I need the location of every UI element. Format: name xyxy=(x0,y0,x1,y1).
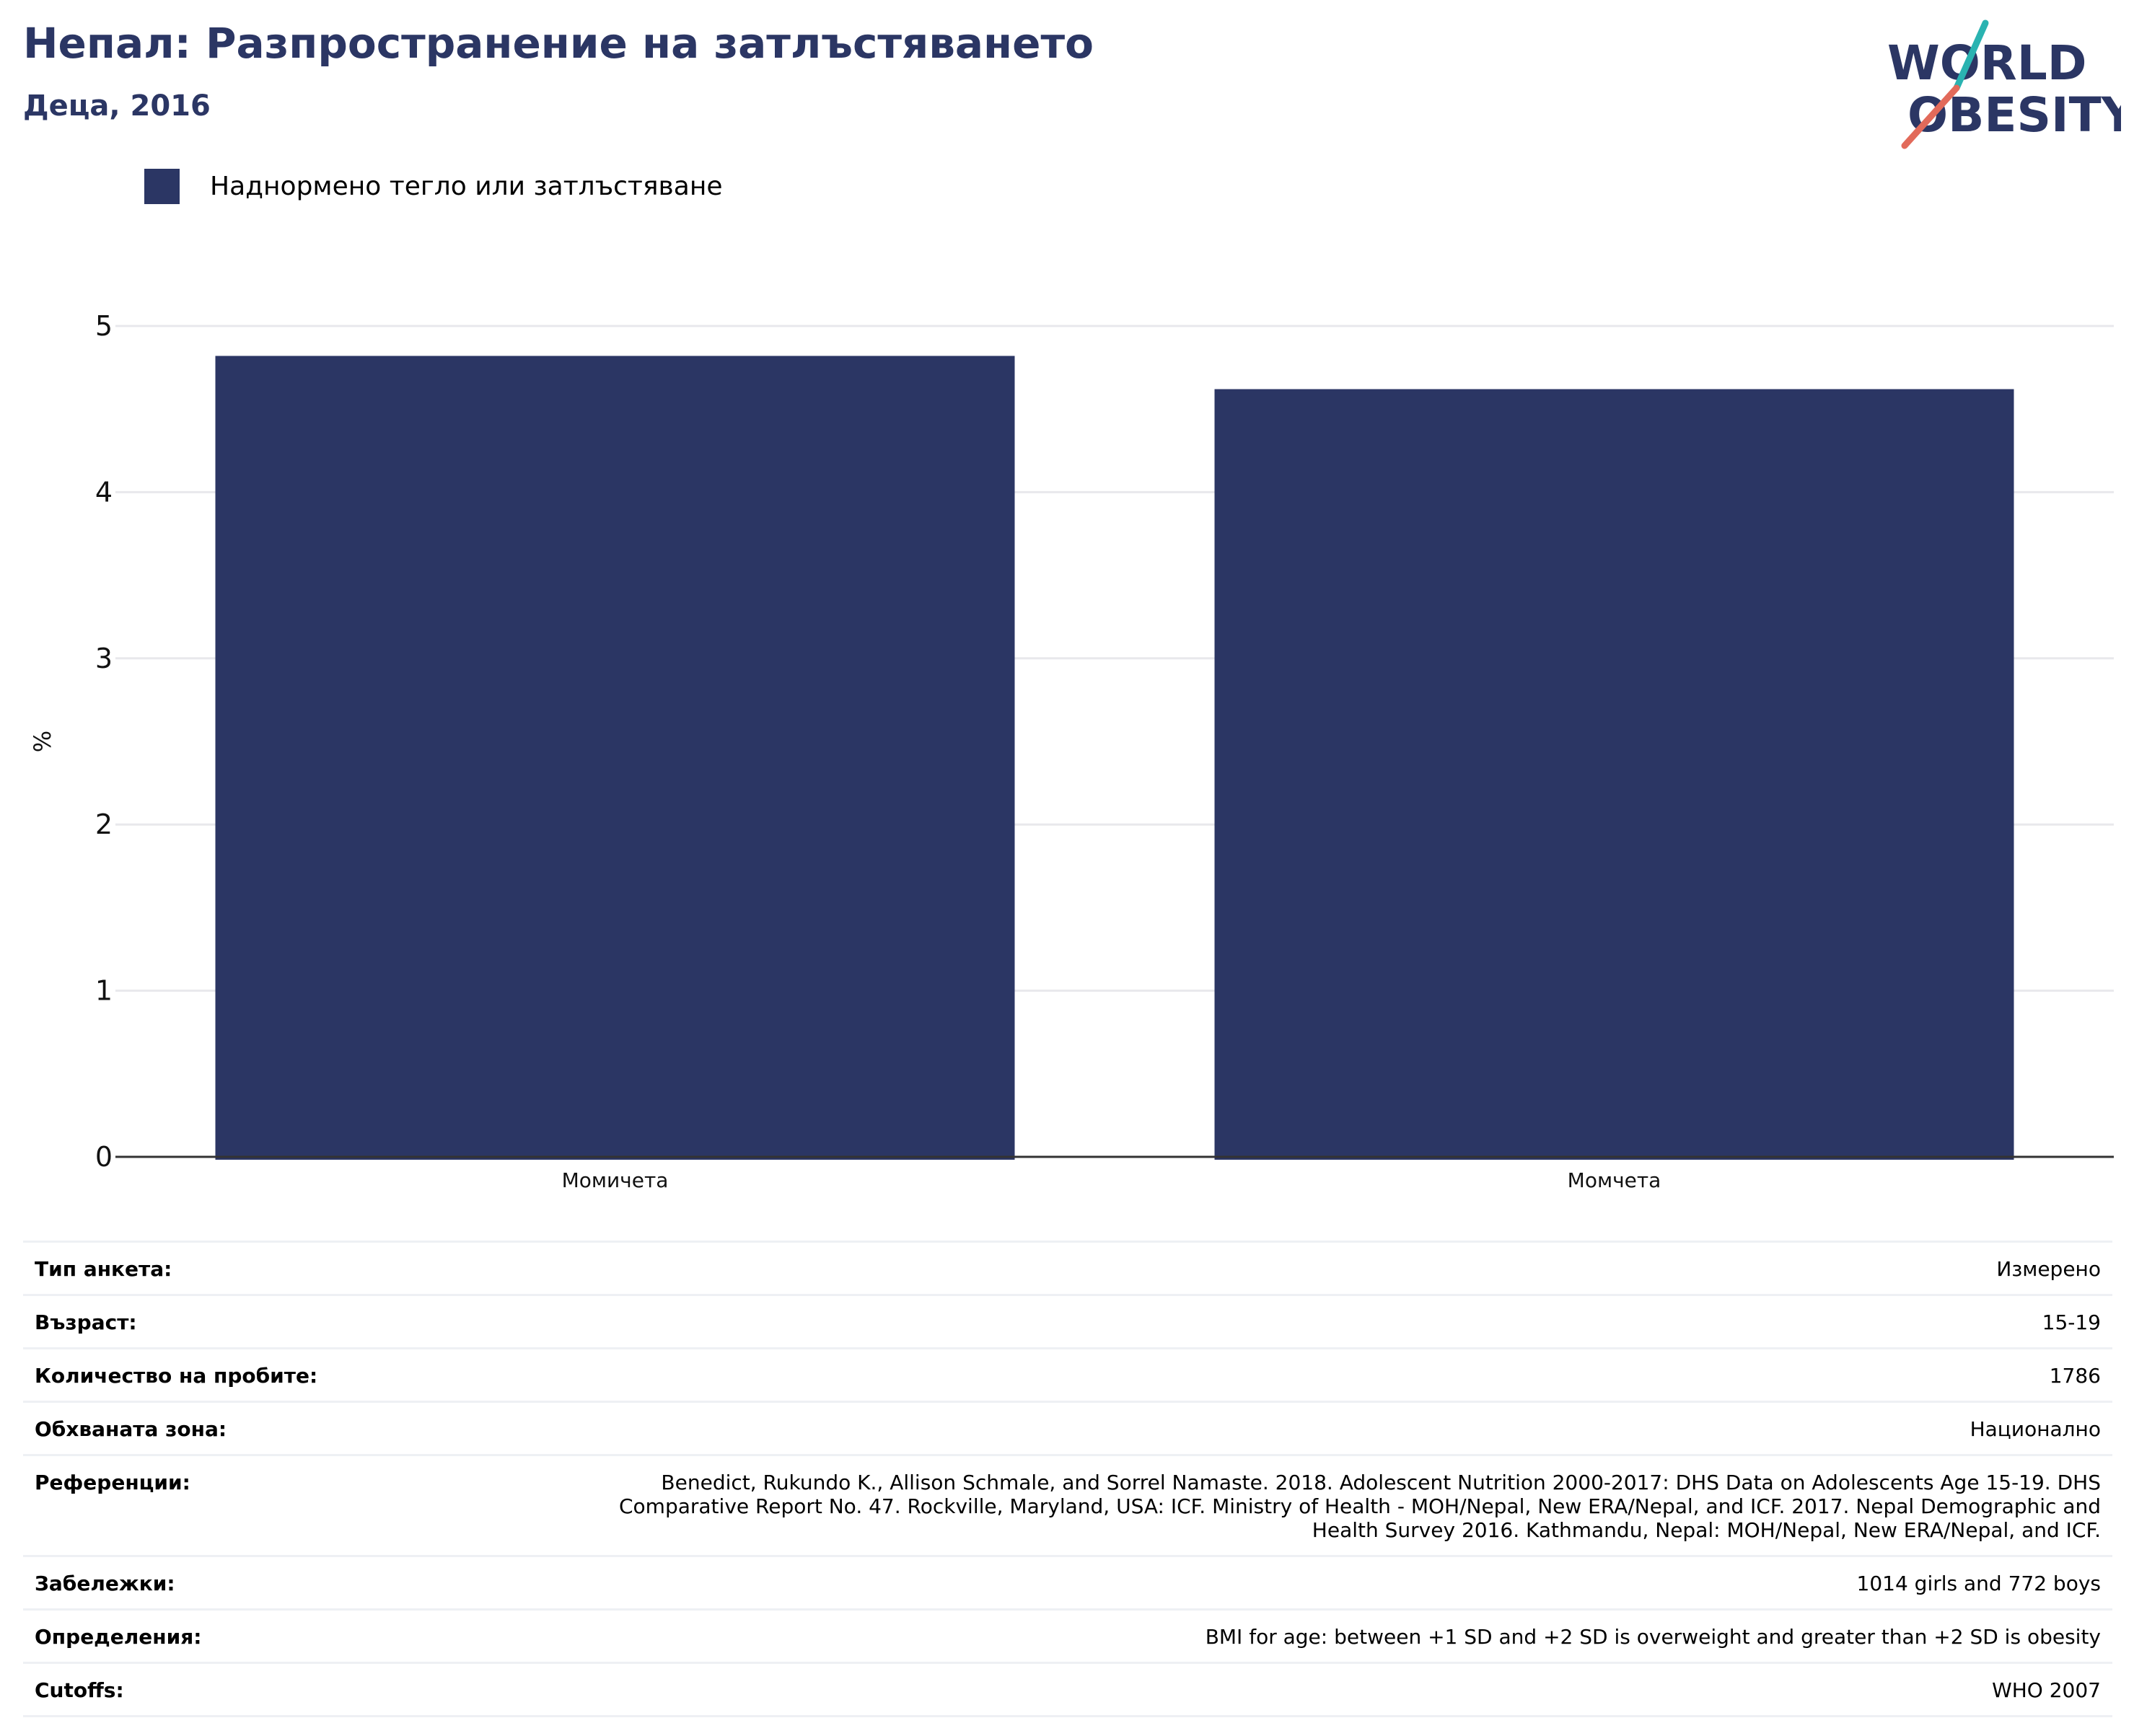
legend-swatch xyxy=(144,168,180,204)
info-value: Измерено xyxy=(1996,1257,2101,1281)
info-label: Възраст: xyxy=(35,1310,137,1334)
bar-chart: 0 1 2 3 4 5% Момичета Момчета xyxy=(29,310,2114,1192)
y-tick-label: 4 xyxy=(95,476,113,508)
info-row: Референции: Benedict, Rukundo K., Allison… xyxy=(23,1454,2112,1555)
info-label: Забележки: xyxy=(35,1572,175,1595)
info-value: BMI for age: between +1 SD and +2 SD is … xyxy=(1205,1625,2101,1649)
info-label: Тип анкета: xyxy=(35,1257,172,1281)
info-value: 15-19 xyxy=(2042,1310,2101,1334)
x-tick-label: Момчета xyxy=(1568,1168,1661,1192)
y-tick-label: 0 xyxy=(95,1141,113,1173)
info-row: Възраст: 15-19 xyxy=(23,1294,2112,1347)
logo-word-world: WORLD xyxy=(1887,35,2087,91)
bar xyxy=(1214,389,2014,1160)
info-value: Национално xyxy=(1970,1417,2101,1441)
world-obesity-logo: WORLD OBESITY xyxy=(1887,19,2121,149)
logo-slash-coral xyxy=(1901,84,1960,149)
chart-subtitle: Деца, 2016 xyxy=(23,89,211,123)
bar xyxy=(215,356,1015,1160)
info-label: Определения: xyxy=(35,1625,202,1649)
metadata-table: Тип анкета: Измерено Възраст: 15-19 Количест… xyxy=(23,1241,2112,1717)
info-label: Количество на пробите: xyxy=(35,1364,318,1388)
logo-word-obesity: OBESITY xyxy=(1907,87,2121,143)
y-tick-label: 2 xyxy=(95,808,113,840)
legend: Наднормено тегло или затлъстяване xyxy=(144,167,723,205)
info-row: Определения: BMI for age: between +1 SD a… xyxy=(23,1608,2112,1662)
info-value: Benedict, Rukundo K., Allison Schmale, a… xyxy=(619,1471,2101,1542)
x-tick-label: Момичета xyxy=(562,1168,669,1192)
info-row: Cutoffs: WHO 2007 xyxy=(23,1662,2112,1717)
y-axis-label: % xyxy=(29,731,56,752)
info-row: Обхваната зона: Национално xyxy=(23,1401,2112,1454)
info-label: Референции: xyxy=(35,1471,190,1494)
info-row: Забележки: 1014 girls and 772 boys xyxy=(23,1555,2112,1608)
y-tick-label: 1 xyxy=(95,975,113,1007)
info-label: Cutoffs: xyxy=(35,1678,124,1702)
y-tick-label: 3 xyxy=(95,643,113,674)
legend-label: Наднормено тегло или затлъстяване xyxy=(210,171,723,201)
logo-slash-teal xyxy=(1953,19,1989,92)
y-tick-label: 5 xyxy=(95,310,113,342)
info-value: WHO 2007 xyxy=(1992,1678,2101,1702)
info-row: Тип анкета: Измерено xyxy=(23,1241,2112,1294)
info-value: 1014 girls and 772 boys xyxy=(1856,1572,2101,1595)
info-value: 1786 xyxy=(2049,1364,2101,1388)
info-label: Обхваната зона: xyxy=(35,1417,227,1441)
chart-title: Непал: Разпространение на затлъстяването xyxy=(23,19,1094,68)
info-row: Количество на пробите: 1786 xyxy=(23,1347,2112,1401)
